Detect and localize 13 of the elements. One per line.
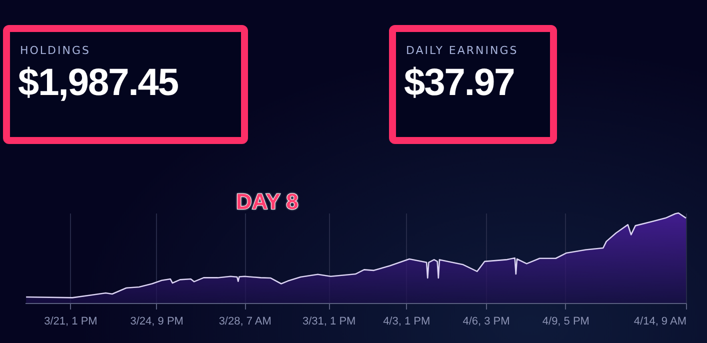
x-tick-label: 3/24, 9 PM [130,316,184,328]
text: DAILY EARNINGS [406,44,518,57]
text: $37.97 [404,62,514,105]
x-tick-label: 3/28, 7 AM [218,316,272,328]
x-tick-label: 3/21, 1 PM [44,316,98,328]
x-tick-label: 4/14, 9 AM [634,316,686,328]
x-tick-label: 3/31, 1 PM [302,316,356,328]
text: $1,987.45 [18,62,178,105]
x-tick-label: 4/6, 3 PM [462,316,510,328]
annotation: DAY 8 [236,189,298,215]
text: HOLDINGS [20,44,91,57]
x-tick-label: 4/9, 5 PM [542,316,590,328]
x-tick-label: 4/3, 1 PM [383,316,430,328]
